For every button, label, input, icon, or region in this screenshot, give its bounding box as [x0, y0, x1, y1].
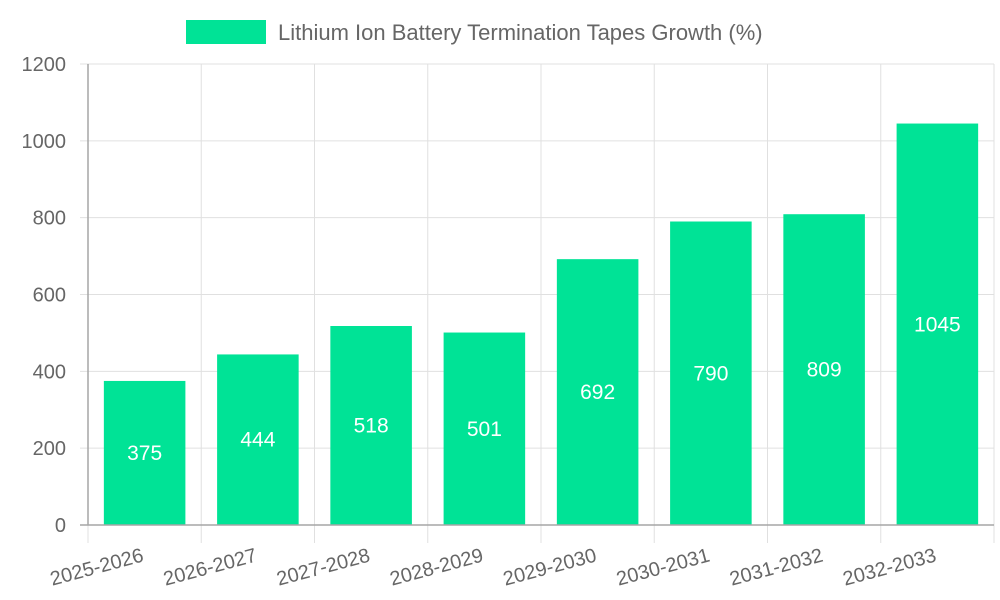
bars: 375 444 518 501 692 790 809 1045	[103, 123, 979, 525]
y-tick-label: 400	[33, 361, 66, 383]
x-tick-label: 2026-2027	[161, 545, 259, 591]
bar-value-label: 692	[580, 381, 615, 404]
x-tick-label: 2028-2029	[388, 545, 486, 591]
grid	[80, 63, 995, 543]
x-axis-labels: 2025-2026 2026-2027 2027-2028 2028-2029 2029…	[48, 545, 939, 591]
bar	[556, 259, 639, 525]
x-tick-label: 2030-2031	[614, 545, 712, 591]
bar-value-label: 1045	[914, 313, 961, 336]
legend-swatch	[186, 20, 266, 44]
x-tick-label: 2027-2028	[274, 545, 372, 591]
x-tick-label: 2029-2030	[501, 545, 599, 591]
y-tick-label: 600	[33, 285, 66, 307]
legend[interactable]: Lithium Ion Battery Termination Tapes Gr…	[186, 20, 763, 45]
axes	[80, 64, 994, 526]
bar	[217, 354, 299, 525]
y-tick-label: 800	[33, 208, 66, 230]
bar-value-label: 790	[693, 362, 728, 385]
bar-value-label: 809	[807, 359, 842, 382]
y-tick-label: 1200	[22, 54, 67, 76]
legend-label: Lithium Ion Battery Termination Tapes Gr…	[278, 20, 763, 45]
bar	[443, 332, 526, 525]
bar	[103, 380, 186, 525]
bar-value-label: 444	[240, 429, 275, 452]
bar-value-label: 518	[354, 415, 389, 438]
bar-value-label: 375	[127, 442, 162, 465]
bar	[896, 123, 979, 525]
y-axis-ticks: 0 200 400 600 800 1000 1200	[22, 54, 67, 537]
bar	[670, 221, 752, 525]
x-tick-label: 2031-2032	[727, 545, 825, 591]
bar-value-label: 501	[467, 418, 502, 441]
y-tick-label: 0	[55, 515, 66, 537]
x-tick-label: 2032-2033	[841, 545, 939, 591]
y-tick-label: 200	[33, 438, 66, 460]
y-tick-label: 1000	[22, 131, 67, 153]
x-tick-label: 2025-2026	[48, 545, 146, 591]
bar	[330, 326, 412, 525]
bar	[783, 214, 865, 525]
